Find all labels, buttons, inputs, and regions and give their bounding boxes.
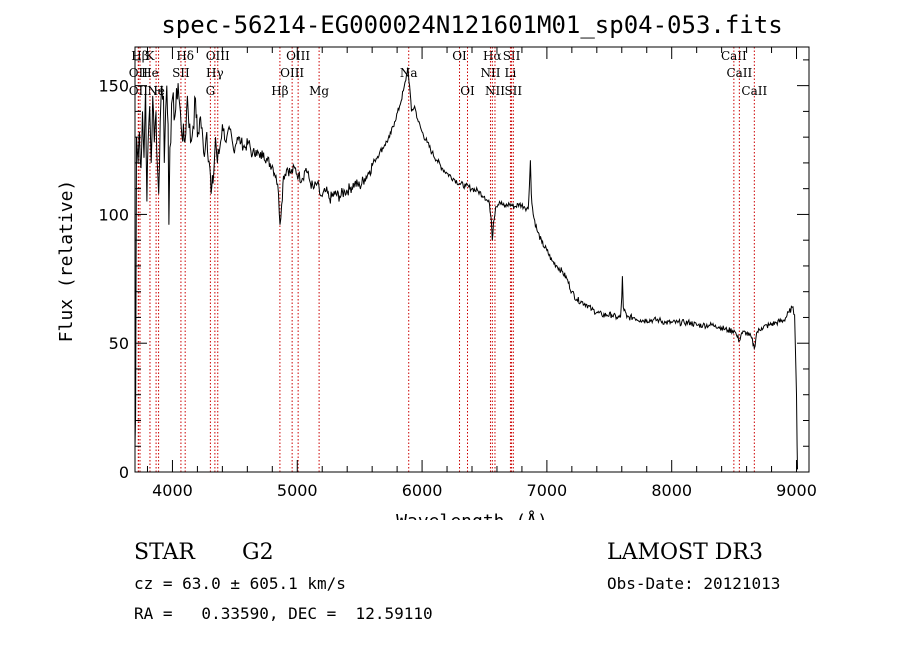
marker-label: H	[153, 84, 163, 98]
redshift-info: cz = 63.0 ± 605.1 km/s	[134, 574, 346, 593]
spectrum-plot: spec-56214-EG000024N121601M01_sp04-053.f…	[56, 11, 817, 520]
marker-label: CaII	[741, 84, 767, 98]
marker-label: Hδ	[176, 49, 194, 63]
y-tick-label: 0	[119, 463, 129, 482]
marker-label: OIII	[280, 66, 304, 80]
marker-label: Hγ	[206, 66, 224, 80]
x-tick-label: 7000	[527, 481, 568, 500]
x-tick-label: 9000	[776, 481, 817, 500]
marker-label: SII	[504, 84, 522, 98]
y-axis-label: Flux (relative)	[56, 180, 77, 343]
marker-label: CaII	[726, 66, 752, 80]
plot-frame	[134, 46, 810, 473]
chart-title: spec-56214-EG000024N121601M01_sp04-053.f…	[161, 11, 782, 39]
object-subclass: G2	[242, 540, 274, 565]
marker-label: OIII	[206, 49, 230, 63]
marker-label: He	[141, 66, 159, 80]
marker-label: OII	[129, 84, 149, 98]
marker-label: OI	[452, 49, 467, 63]
marker-label: NII	[480, 66, 500, 80]
marker-label: G	[206, 84, 216, 98]
marker-label: SII	[503, 49, 521, 63]
marker-label: OI	[460, 84, 475, 98]
axis-ticks: 4000 5000 6000 7000 8000 9000 0 50 100 150	[98, 47, 817, 500]
y-tick-label: 100	[98, 205, 129, 224]
marker-label: SII	[172, 66, 190, 80]
marker-label: CaII	[721, 49, 747, 63]
x-axis-label: Wavelength (Å)	[396, 510, 548, 520]
obs-date: Obs-Date: 20121013	[607, 574, 781, 593]
marker-label: OIII	[286, 49, 310, 63]
x-tick-label: 5000	[277, 481, 318, 500]
x-tick-label: 6000	[402, 481, 443, 500]
marker-label: Hβ	[271, 84, 288, 98]
x-tick-label: 8000	[651, 481, 692, 500]
object-class: STAR	[134, 540, 195, 565]
survey-name: LAMOST DR3	[607, 540, 763, 565]
series-group	[134, 67, 798, 470]
marker-label: NII	[485, 84, 505, 98]
x-tick-label: 4000	[152, 481, 193, 500]
marker-label: K	[145, 49, 155, 63]
coordinates: RA = 0.33590, DEC = 12.59110	[134, 604, 433, 623]
marker-label: Ne	[147, 84, 165, 98]
marker-label: Hα	[483, 49, 502, 63]
y-tick-label: 50	[109, 334, 129, 353]
marker-label: Li	[505, 66, 517, 80]
y-tick-label: 150	[98, 77, 129, 96]
marker-label: Mg	[309, 84, 329, 98]
series-line-0	[134, 67, 798, 470]
